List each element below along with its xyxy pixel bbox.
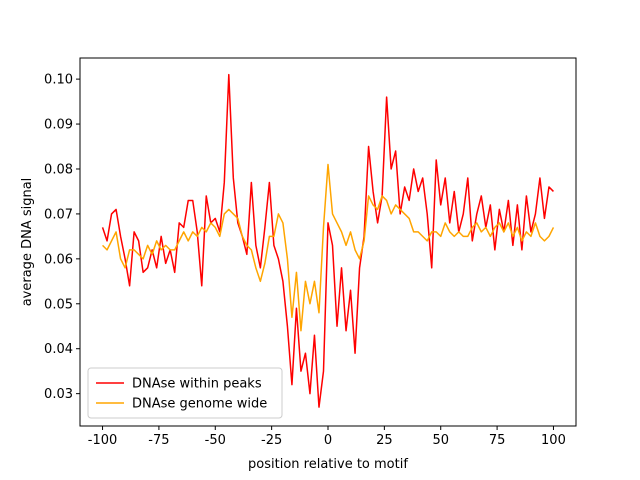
y-tick-label: 0.03: [44, 387, 73, 402]
y-tick-label: 0.06: [44, 252, 73, 267]
y-tick-label: 0.05: [44, 297, 73, 312]
plot-frame: [79, 57, 577, 427]
x-tick-label: 50: [432, 433, 449, 448]
x-axis-label: position relative to motif: [248, 457, 408, 472]
y-tick-label: 0.10: [44, 73, 73, 88]
x-tick-label: 0: [324, 433, 332, 448]
legend-label: DNAse genome wide: [132, 397, 267, 412]
x-tick-label: 100: [541, 433, 566, 448]
x-tick-label: -75: [148, 433, 169, 448]
x-tick-label: 25: [376, 433, 393, 448]
x-tick-label: -50: [205, 433, 226, 448]
y-tick-label: 0.04: [44, 342, 73, 357]
legend-label: DNAse within peaks: [132, 377, 262, 392]
y-tick-label: 0.07: [44, 207, 73, 222]
y-axis-label: average DNA signal: [20, 178, 35, 307]
data-line: [101, 73, 554, 408]
legend-box: [87, 367, 283, 419]
x-tick-label: -25: [261, 433, 282, 448]
x-tick-label: -100: [88, 433, 118, 448]
x-tick-label: 75: [489, 433, 506, 448]
y-tick-label: 0.09: [44, 118, 73, 133]
y-tick-label: 0.08: [44, 162, 73, 177]
data-line: [102, 163, 555, 332]
